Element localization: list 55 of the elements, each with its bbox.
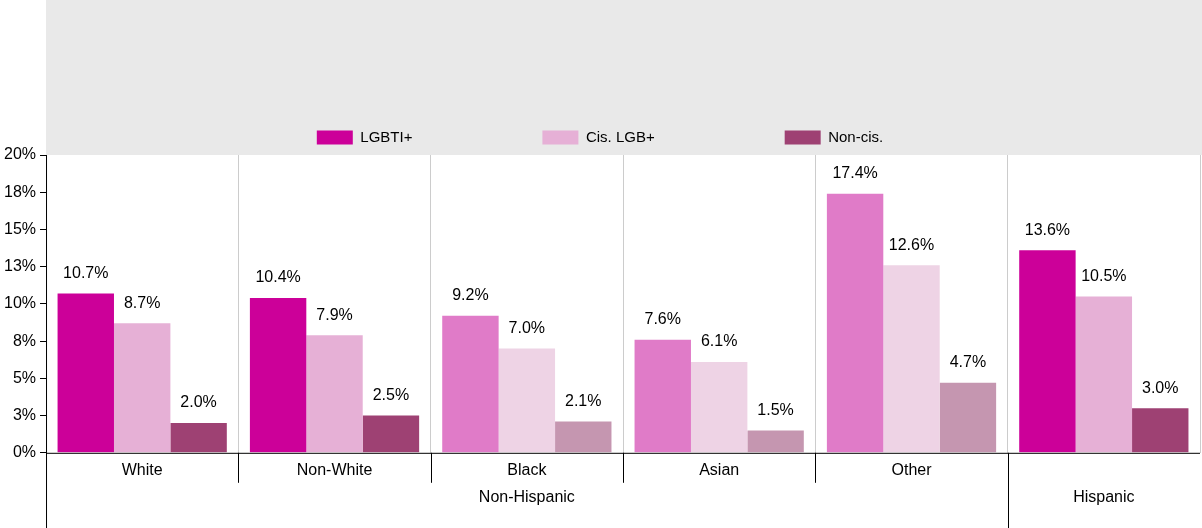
bar: [113, 323, 171, 453]
bar: [498, 348, 556, 453]
y-tick-label: 15%: [3, 219, 37, 237]
y-tick-label: 20%: [3, 145, 37, 163]
x-tick-label: Black: [507, 460, 548, 478]
bar: [442, 315, 499, 453]
bar: [57, 293, 114, 453]
bar: [939, 382, 997, 453]
data-label: 1.5%: [757, 400, 794, 418]
bar: [747, 430, 804, 453]
x-tick-label: White: [121, 460, 163, 478]
legend-label: LGBTI+: [360, 127, 413, 145]
data-label: 6.1%: [700, 332, 738, 350]
y-tick-label: 0%: [12, 443, 37, 461]
data-label: 9.2%: [452, 286, 489, 304]
bar: [690, 361, 748, 453]
bar: [1075, 296, 1133, 453]
legend-label: Non-cis.: [828, 127, 884, 145]
bar: [1019, 250, 1076, 453]
x-tick-label: Non-White: [296, 460, 373, 478]
bar: [170, 423, 227, 453]
bar: [826, 193, 884, 453]
data-label: 4.7%: [949, 353, 987, 371]
data-label: 7.9%: [316, 305, 353, 323]
y-tick-label: 8%: [12, 331, 37, 349]
data-label: 10.7%: [63, 263, 109, 281]
data-label: 2.5%: [372, 385, 410, 403]
bar: [883, 265, 940, 453]
y-tick-label: 18%: [3, 182, 37, 200]
bar: [634, 339, 691, 453]
data-label: 10.5%: [1081, 266, 1127, 284]
data-label: 7.6%: [644, 310, 681, 328]
bar: [362, 415, 420, 453]
y-tick-label: 5%: [12, 368, 37, 386]
y-tick-label: 3%: [12, 405, 37, 423]
data-label: 13.6%: [1024, 220, 1071, 238]
data-label: 2.0%: [180, 393, 217, 411]
bar: [555, 421, 612, 453]
y-tick-label: 13%: [3, 257, 37, 275]
text: Hispanic: [1073, 488, 1135, 506]
x-tick-label: Asian: [699, 460, 740, 478]
bar: [249, 297, 307, 453]
data-label: 17.4%: [832, 164, 878, 182]
y-tick-label: 10%: [3, 294, 37, 312]
data-label: 8.7%: [123, 293, 161, 311]
data-label: 10.4%: [255, 268, 301, 286]
legend-label: Cis. LGB+: [585, 127, 655, 145]
text: Non-Hispanic: [478, 488, 575, 506]
data-label: 12.6%: [888, 235, 935, 253]
bar: [306, 335, 363, 453]
data-label: 7.0%: [508, 318, 546, 336]
data-label: 2.1%: [565, 391, 602, 409]
x-tick-label: Other: [891, 460, 933, 478]
bar: [1132, 408, 1189, 453]
data-label: 3.0%: [1142, 378, 1179, 396]
